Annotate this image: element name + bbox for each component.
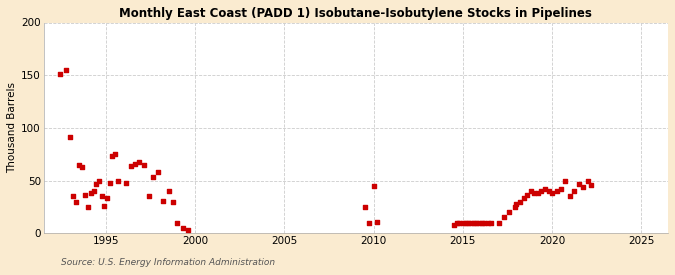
Point [458,221,468,225]
Point [569,189,580,193]
Point [86,191,97,196]
Point [471,221,482,225]
Point [163,189,174,193]
Point [68,194,78,199]
Point [65,135,76,140]
Point [183,228,194,232]
Point [83,205,94,209]
Point [547,191,558,196]
Point [514,199,525,204]
Point [583,178,593,183]
Point [76,165,87,169]
Point [134,160,144,164]
Point [97,194,107,199]
Point [112,178,123,183]
Point [88,189,99,193]
Point [126,164,136,168]
Point [539,187,550,191]
Point [525,189,536,193]
Point [54,72,65,76]
Point [372,219,383,224]
Text: Source: U.S. Energy Information Administration: Source: U.S. Energy Information Administ… [61,258,275,267]
Point [493,221,504,225]
Point [556,187,566,191]
Point [79,193,90,197]
Point [101,196,112,201]
Point [91,182,102,186]
Point [94,178,105,183]
Point [474,221,485,225]
Point [120,180,131,185]
Point [449,223,460,227]
Point [466,221,477,225]
Point [578,185,589,189]
Point [148,175,159,180]
Point [359,205,370,209]
Point [107,154,117,159]
Point [529,191,539,196]
Point [533,191,543,196]
Point [70,199,81,204]
Point [518,196,529,201]
Point [504,210,514,214]
Point [564,194,575,199]
Point [543,189,554,193]
Point [129,161,140,166]
Point [369,184,379,188]
Point [454,221,464,225]
Point [551,189,562,193]
Point [364,221,375,225]
Point [483,221,493,225]
Point [511,202,522,206]
Point [460,221,471,225]
Y-axis label: Thousand Barrels: Thousand Barrels [7,82,17,174]
Point [560,178,571,183]
Point [158,198,169,203]
Point [574,182,585,186]
Point [536,189,547,193]
Point [144,194,155,199]
Point [172,221,183,225]
Point [153,170,163,174]
Point [522,193,533,197]
Point [109,152,120,156]
Point [104,180,115,185]
Point [509,205,520,209]
Point [167,199,178,204]
Point [477,221,487,225]
Point [586,183,597,187]
Point [452,221,462,225]
Point [468,221,479,225]
Point [479,221,489,225]
Point [499,215,510,220]
Point [178,226,188,230]
Title: Monthly East Coast (PADD 1) Isobutane-Isobutylene Stocks in Pipelines: Monthly East Coast (PADD 1) Isobutane-Is… [119,7,592,20]
Point [138,163,149,167]
Point [463,221,474,225]
Point [99,204,110,208]
Point [486,221,497,225]
Point [61,68,72,72]
Point [74,163,85,167]
